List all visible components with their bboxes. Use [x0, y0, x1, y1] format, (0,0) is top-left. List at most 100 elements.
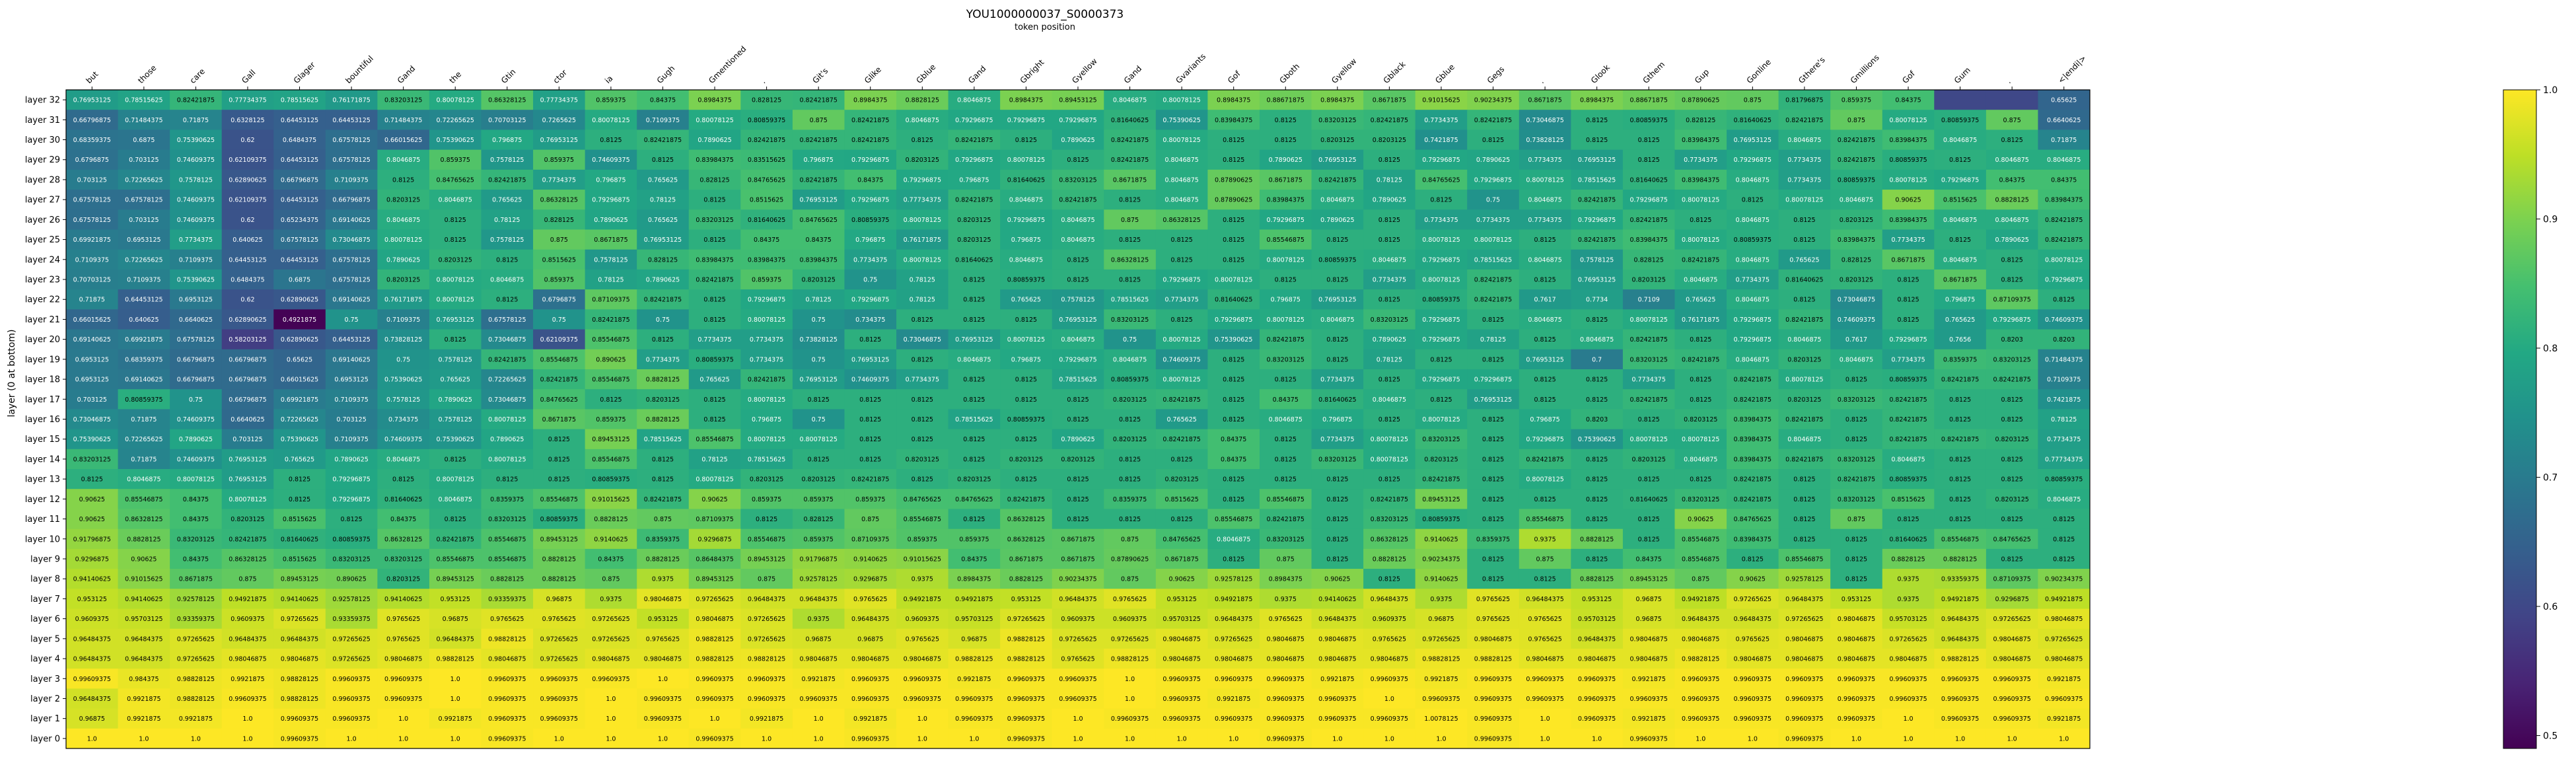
cell-value-label: 0.8671875 — [1113, 176, 1147, 184]
cell-value-label: 0.8125 — [1638, 137, 1660, 144]
cell-value-label: 0.83984375 — [799, 256, 837, 264]
cell-value-label: 0.98828125 — [1007, 656, 1045, 663]
cell-value-label: 0.9375 — [1430, 596, 1452, 603]
cell-value-label: 0.80859375 — [332, 536, 370, 543]
cell-value-label: 0.6796875 — [75, 157, 109, 164]
cell-value-label: 0.82421875 — [229, 536, 266, 543]
heatmap-cell — [2038, 269, 2091, 290]
y-tick-label: layer 19 — [25, 355, 60, 365]
heatmap-cell — [1571, 569, 1624, 589]
cell-value-label: 0.99609375 — [851, 735, 889, 743]
heatmap-cell — [1259, 229, 1312, 250]
cell-value-label: 0.72265625 — [437, 117, 474, 124]
heatmap-cell — [1674, 509, 1727, 530]
heatmap-cell — [429, 349, 482, 370]
cell-value-label: 0.82421875 — [1267, 516, 1305, 523]
cell-value-label: 0.9921875 — [853, 715, 887, 723]
cell-value-label: 0.79296875 — [1059, 117, 1096, 124]
cell-value-label: 0.91015625 — [1422, 97, 1460, 104]
cell-value-label: 0.84765625 — [955, 496, 993, 503]
cell-value-label: 0.85546875 — [696, 436, 733, 443]
cell-value-label: 0.8671875 — [542, 416, 576, 423]
cell-value-label: 0.875 — [1121, 576, 1139, 583]
cell-value-label: 0.83203125 — [1422, 436, 1460, 443]
cell-value-label: 0.82421875 — [1267, 336, 1305, 344]
cell-value-label: 0.99609375 — [1993, 676, 2030, 683]
heatmap-cell — [1415, 169, 1468, 190]
cell-value-label: 0.7109375 — [334, 396, 368, 404]
heatmap-cell — [1052, 289, 1104, 310]
cell-value-label: 0.67578125 — [332, 277, 370, 284]
cell-value-label: 0.87890625 — [1111, 556, 1149, 563]
cell-value-label: 0.82421875 — [748, 137, 785, 144]
cell-value-label: 0.80078125 — [748, 436, 785, 443]
heatmap-cell — [118, 429, 170, 450]
heatmap-cell — [325, 589, 378, 610]
heatmap-cell — [637, 209, 690, 230]
cell-value-label: 0.99609375 — [1163, 676, 1200, 683]
cell-value-label: 0.99609375 — [592, 676, 629, 683]
heatmap-cell — [688, 169, 741, 190]
cell-value-label: 0.85546875 — [904, 516, 941, 523]
cell-value-label: 0.77734375 — [2045, 456, 2083, 463]
heatmap-cell — [481, 329, 534, 350]
cell-value-label: 0.86328125 — [540, 197, 578, 204]
cell-value-label: 0.96875 — [1636, 596, 1662, 603]
cell-value-label: 0.7734375 — [1787, 157, 1821, 164]
cell-value-label: 1.0 — [450, 696, 460, 703]
heatmap-cell — [377, 249, 430, 270]
heatmap-cell — [792, 548, 845, 569]
cell-value-label: 0.98046875 — [1993, 656, 2030, 663]
cell-value-label: 0.97265625 — [1007, 616, 1045, 623]
cell-value-label: 0.8046875 — [1684, 277, 1717, 284]
cell-value-label: 0.8203 — [2001, 336, 2023, 344]
cell-value-label: 0.80859375 — [1941, 117, 1979, 124]
heatmap-cell — [1519, 429, 1571, 450]
cell-value-label: 1.0 — [709, 715, 719, 723]
cell-value-label: 0.82421875 — [644, 297, 682, 304]
cell-value-label: 0.8125 — [1067, 256, 1089, 264]
cell-value-label: 0.8125 — [2053, 536, 2075, 543]
heatmap-cell — [792, 309, 845, 330]
heatmap-cell — [1519, 169, 1571, 190]
y-tick-label: layer 23 — [25, 275, 60, 285]
heatmap-cell — [1415, 149, 1468, 170]
cell-value-label: 0.83984375 — [1889, 137, 1927, 144]
heatmap-cell — [1363, 389, 1416, 410]
heatmap-cell — [1674, 110, 1727, 130]
heatmap-cell — [1363, 349, 1416, 370]
cell-value-label: 0.75 — [812, 416, 826, 423]
cell-value-label: 0.796875 — [1271, 297, 1301, 304]
heatmap-cell — [377, 528, 430, 550]
heatmap-cell — [377, 309, 430, 330]
heatmap-cell — [792, 389, 845, 410]
heatmap-cell — [2038, 548, 2091, 569]
cell-value-label: 0.96875 — [443, 616, 468, 623]
cell-value-label: 0.84765625 — [904, 496, 941, 503]
cell-value-label: 0.97265625 — [1422, 636, 1460, 643]
cell-value-label: 0.78125 — [494, 217, 520, 224]
heatmap-cell — [377, 429, 430, 450]
heatmap-cell — [688, 289, 741, 310]
heatmap-cell — [1778, 509, 1831, 530]
heatmap-cell — [273, 309, 326, 330]
cell-value-label: 0.82421875 — [1526, 456, 1563, 463]
heatmap-cell — [533, 569, 586, 589]
cell-value-label: 0.99609375 — [1007, 696, 1045, 703]
cell-value-label: 0.76953125 — [1318, 297, 1356, 304]
cell-value-label: 0.9609375 — [231, 616, 264, 623]
cell-value-label: 0.82421875 — [592, 316, 629, 324]
heatmap-cell — [1052, 329, 1104, 350]
heatmap-cell — [637, 528, 690, 550]
heatmap-cell — [1259, 90, 1312, 110]
heatmap-cell — [688, 548, 741, 569]
heatmap-cell — [585, 589, 637, 610]
cell-value-label: 0.8046875 — [1320, 197, 1354, 204]
cell-value-label: 0.8125 — [703, 396, 725, 404]
cell-value-label: 0.8125 — [1845, 576, 1867, 583]
heatmap-cell — [948, 349, 1001, 370]
heatmap-cell — [481, 110, 534, 130]
heatmap-cell — [1519, 190, 1571, 210]
cell-value-label: 0.7890625 — [646, 277, 680, 284]
heatmap-cell — [325, 229, 378, 250]
